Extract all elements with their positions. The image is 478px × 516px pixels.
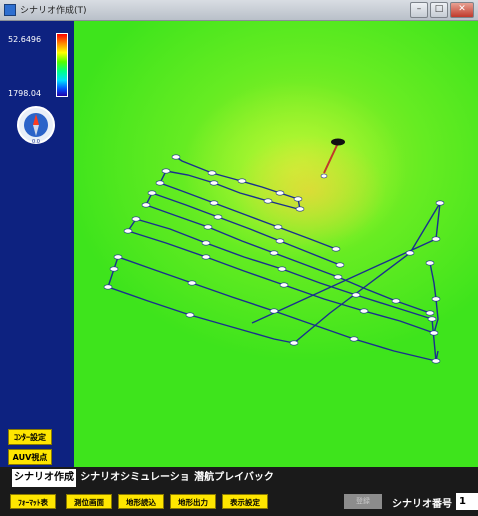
tab-scenario-simulation[interactable]: シナリオシミュレーション	[77, 469, 193, 501]
scenario-number-field[interactable]: 1	[456, 493, 478, 510]
tab-scenario-creation[interactable]: シナリオ作成	[12, 469, 76, 487]
terrain-viewport[interactable]	[74, 21, 478, 467]
contour-settings-button[interactable]: ｺﾝﾀｰ設定	[8, 429, 52, 445]
auv-marker	[320, 138, 345, 179]
export-terrain-button[interactable]: 地形出力	[170, 494, 216, 509]
left-panel: 52.6496 1798.04 0.0 ｺﾝﾀｰ設定 AUV視点	[0, 21, 74, 467]
load-terrain-button[interactable]: 地形読込	[118, 494, 164, 509]
close-button[interactable]: ✕	[450, 2, 474, 18]
compass-icon[interactable]: 0.0	[16, 105, 56, 145]
compass-label: 0.0	[32, 139, 40, 145]
positioning-screen-button[interactable]: 測位画面	[66, 494, 112, 509]
auv-view-button[interactable]: AUV視点	[8, 449, 52, 465]
window-titlebar: シナリオ作成(T) – □ ✕	[0, 0, 478, 21]
route-lines	[107, 156, 441, 362]
mode-tabs: シナリオ作成 シナリオシミュレーション 潜航プレイバック	[0, 469, 478, 501]
waypoints	[103, 154, 445, 364]
depth-color-scale	[56, 33, 68, 97]
format-table-button[interactable]: ﾌｫｰﾏｯﾄ表	[10, 494, 56, 509]
survey-route	[103, 138, 445, 364]
register-button[interactable]: 登録	[344, 494, 382, 509]
depth-scale-max: 52.6496	[8, 35, 42, 44]
window-controls: – □ ✕	[410, 2, 474, 18]
scenario-number-label: シナリオ番号	[392, 499, 452, 510]
tab-dive-playback[interactable]: 潜航プレイバック	[194, 469, 274, 487]
bottom-toolbar: ﾌｫｰﾏｯﾄ表 測位画面 地形読込 地形出力 表示設定 登録 シナリオ番号 1	[0, 487, 478, 516]
maximize-button[interactable]: □	[430, 2, 448, 18]
depth-scale-min: 1798.04	[8, 89, 42, 98]
minimize-button[interactable]: –	[410, 2, 428, 18]
display-settings-button[interactable]: 表示設定	[222, 494, 268, 509]
window-title: シナリオ作成(T)	[20, 6, 87, 16]
app-icon	[4, 4, 16, 16]
